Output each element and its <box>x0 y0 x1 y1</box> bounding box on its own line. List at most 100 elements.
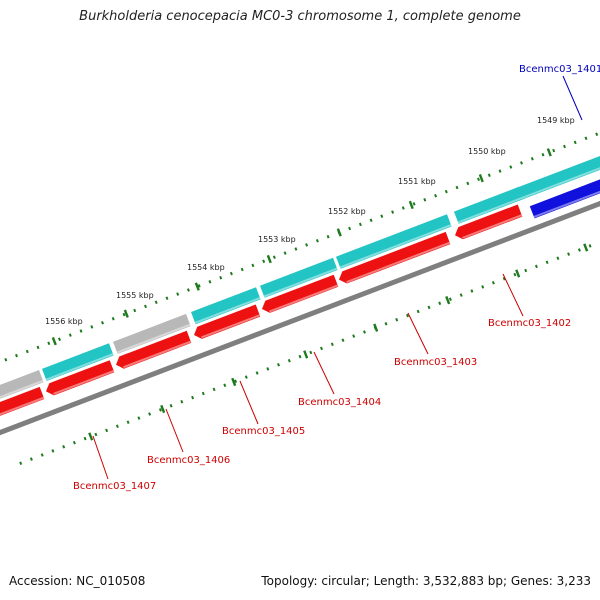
scale-dot-inner <box>423 198 427 202</box>
feature-highlight <box>53 369 115 395</box>
scale-dots <box>4 132 599 465</box>
scale-tick <box>303 350 309 359</box>
scale-dot-outer <box>94 432 98 437</box>
cds-ring2-3[interactable] <box>260 257 338 298</box>
cds-ring2-1[interactable] <box>454 186 524 224</box>
scale-dot-outer <box>105 428 109 433</box>
scale-dot-inner <box>401 206 405 210</box>
pseudo-feature-2[interactable] <box>0 370 44 404</box>
scale-tick <box>266 254 272 264</box>
scale-dot-outer <box>363 330 366 334</box>
scale-dot-inner <box>58 337 61 341</box>
cds-reverse-1[interactable] <box>455 204 523 240</box>
scale-dot-outer <box>577 248 581 252</box>
scale-dot-inner <box>305 243 309 247</box>
scale-dot-outer <box>255 371 259 375</box>
scale-dot-inner <box>595 132 599 136</box>
cds-reverse-5[interactable] <box>116 330 192 369</box>
scale-dot-outer <box>266 367 270 371</box>
cds-reverse-7[interactable] <box>0 386 45 417</box>
cds-reverse-4[interactable] <box>194 304 261 339</box>
cds-ring2-6[interactable] <box>514 155 600 201</box>
scale-tick <box>194 282 200 291</box>
scale-dot-outer <box>309 350 313 355</box>
scale-dot-outer <box>384 322 388 326</box>
scale-dot-outer <box>556 256 560 260</box>
leader-line <box>92 435 109 480</box>
scale-dot-outer <box>29 457 33 461</box>
scale-dot-outer <box>406 313 409 318</box>
cds-reverse-2[interactable] <box>339 231 451 284</box>
scale-dot-inner <box>369 218 373 223</box>
gene-label-bcenmc03_1406[interactable]: Bcenmc03_1406 <box>147 455 230 466</box>
feature-highlight <box>517 167 600 201</box>
leader-line <box>562 75 583 121</box>
scale-dot-inner <box>251 263 255 268</box>
scale-dot-inner <box>530 157 534 161</box>
scale-dot-inner <box>541 152 545 157</box>
cds-reverse-6[interactable] <box>46 360 115 396</box>
gene-label-bcenmc03_1403[interactable]: Bcenmc03_1403 <box>394 357 477 368</box>
leader-line <box>165 408 184 453</box>
scale-dot-inner <box>68 333 72 337</box>
feature-highlight <box>201 314 261 339</box>
scale-tick <box>408 200 414 210</box>
scale-tick <box>51 337 57 346</box>
scale-dot-outer <box>40 453 44 457</box>
scale-dot-outer <box>524 268 528 273</box>
scale-dot-outer <box>513 272 517 277</box>
feature-highlight <box>269 284 339 313</box>
scale-dot-inner <box>391 210 395 214</box>
feature-highlight <box>462 214 523 239</box>
leader-line <box>502 273 524 317</box>
scale-dot-inner <box>466 181 470 186</box>
scale-label: 1554 kbp <box>187 263 225 272</box>
feature-highlight <box>346 241 451 284</box>
scale-dot-outer <box>212 387 216 392</box>
scale-dot-outer <box>481 285 485 289</box>
scale-dot-outer <box>169 404 173 408</box>
gene-label-bcenmc03_1407[interactable]: Bcenmc03_1407 <box>73 481 156 492</box>
leader-line <box>313 351 335 395</box>
gene-label-bcenmc03_1405[interactable]: Bcenmc03_1405 <box>222 426 305 437</box>
cds-highlight-1401[interactable] <box>529 176 600 219</box>
scale-tick <box>336 228 342 237</box>
scale-dot-outer <box>158 408 162 412</box>
scale-dot-outer <box>277 363 280 367</box>
scale-dot-inner <box>487 173 491 177</box>
feature-highlight <box>533 190 600 218</box>
scale-dot-inner <box>294 247 298 251</box>
scale-dot-inner <box>380 214 384 218</box>
scale-dot-inner <box>186 288 190 292</box>
scale-dot-outer <box>491 281 495 285</box>
cds-ring2-4[interactable] <box>191 287 261 325</box>
gene-label-bcenmc03_1404[interactable]: Bcenmc03_1404 <box>298 397 381 408</box>
scale-dot-outer <box>126 420 130 424</box>
gene-label-bcenmc03_1402[interactable]: Bcenmc03_1402 <box>488 318 571 329</box>
scale-dot-inner <box>47 341 51 346</box>
scale-tick <box>123 309 129 318</box>
scale-dot-inner <box>434 193 438 198</box>
scale-tick <box>160 404 166 414</box>
scale-dot-outer <box>438 301 442 306</box>
scale-dot-inner <box>240 267 244 272</box>
scale-dot-outer <box>588 244 592 248</box>
scale-dot-inner <box>79 329 83 333</box>
scale-tick <box>373 323 379 332</box>
scale-dot-inner <box>122 312 126 317</box>
accession-text: Accession: NC_010508 <box>9 574 146 588</box>
cds-reverse-3[interactable] <box>262 274 339 313</box>
cds-ring2-5[interactable] <box>42 343 114 381</box>
pseudo-feature-1[interactable] <box>113 313 191 354</box>
backbone-line <box>0 200 600 436</box>
scale-dot-outer <box>287 358 291 363</box>
gene-label-bcenmc03_1401[interactable]: Bcenmc03_1401 <box>519 64 600 75</box>
scale-label: 1555 kbp <box>116 291 154 300</box>
scale-dot-inner <box>176 292 180 296</box>
scale-dot-inner <box>283 251 287 255</box>
feature-highlight <box>45 353 114 381</box>
scale-dot-outer <box>352 334 356 338</box>
scale-tick <box>546 148 552 157</box>
cds-ring2-2[interactable] <box>336 214 452 269</box>
